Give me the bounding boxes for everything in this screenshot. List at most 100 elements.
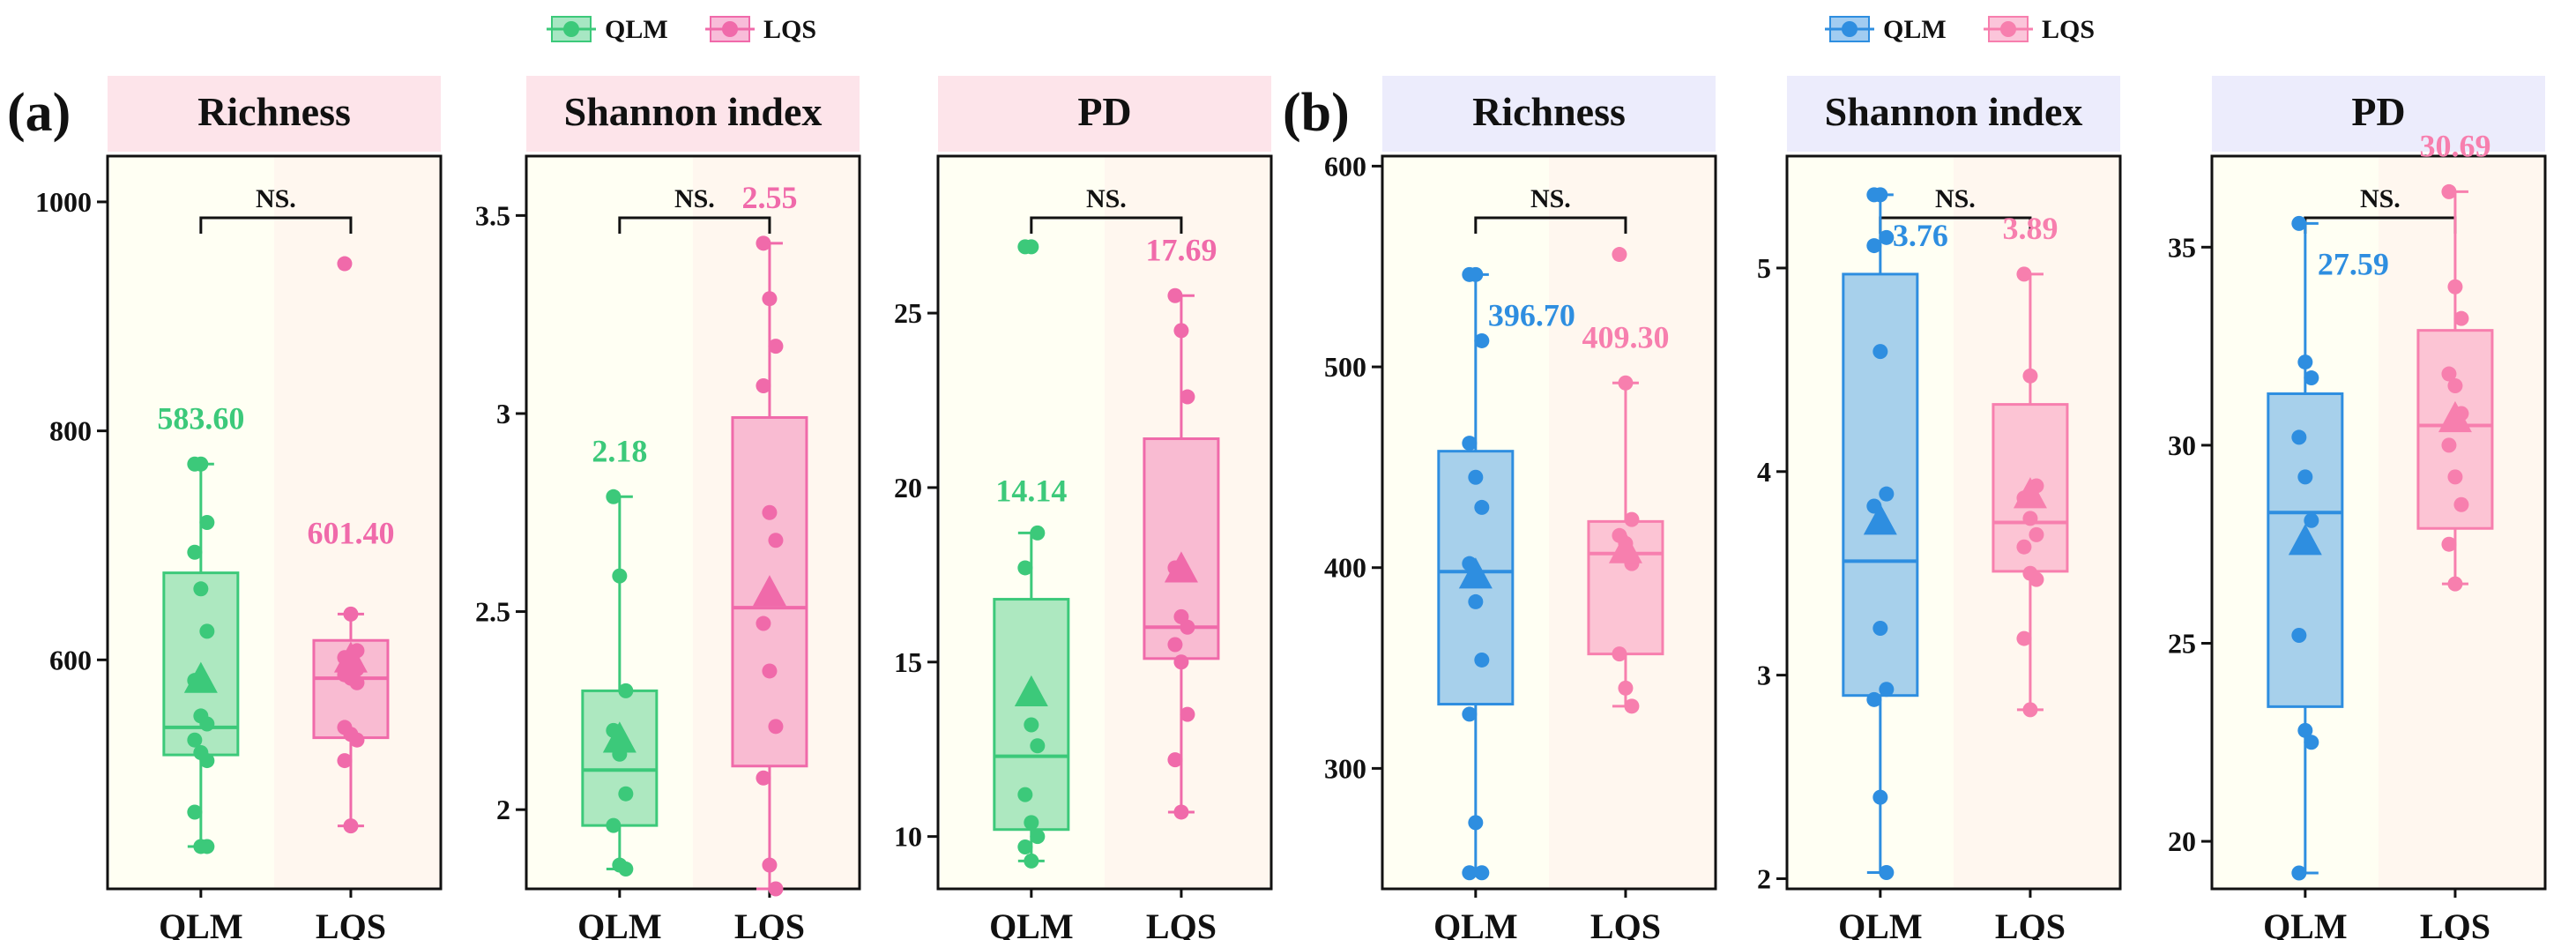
x-tick-label-LQS: LQS — [1995, 906, 2066, 940]
data-point — [2291, 215, 2307, 231]
legend-0: QLM LQS — [547, 15, 816, 44]
x-tick-label-QLM: QLM — [1433, 906, 1518, 940]
data-point — [2447, 378, 2463, 394]
data-point — [1462, 865, 1478, 881]
data-point — [1173, 323, 1189, 339]
panel-bg-left — [2212, 156, 2379, 889]
y-tick-label: 600 — [1324, 150, 1366, 182]
data-point — [1872, 187, 1888, 203]
data-point — [756, 615, 771, 631]
data-point — [762, 857, 778, 873]
data-point — [2447, 576, 2463, 592]
data-point — [2029, 571, 2044, 587]
mean-label: 17.69 — [1145, 232, 1217, 267]
legend-marker-LQS — [2000, 21, 2016, 37]
data-point — [2453, 496, 2469, 512]
mean-marker — [2288, 524, 2322, 556]
data-point — [2304, 512, 2319, 528]
panel-bg-left — [108, 156, 274, 889]
data-point — [343, 606, 359, 622]
y-tick-label: 800 — [49, 415, 92, 447]
data-point — [768, 339, 784, 354]
data-point — [1468, 266, 1484, 282]
series-QLM: 14.14 — [993, 239, 1070, 869]
panel-title: Richness — [1472, 89, 1626, 134]
data-point — [1618, 680, 1634, 696]
panel-bg-right — [274, 156, 441, 889]
data-point — [343, 818, 359, 834]
series-QLM: 583.60 — [157, 400, 244, 854]
mean-label: 3.76 — [1893, 218, 1948, 253]
x-tick-label-LQS: LQS — [316, 906, 386, 940]
mean-label: 27.59 — [2318, 246, 2389, 281]
data-point — [1879, 865, 1895, 881]
data-point — [187, 804, 203, 820]
data-point — [1017, 839, 1033, 855]
data-point — [1879, 682, 1895, 698]
mean-marker — [1014, 675, 1048, 706]
data-point — [1624, 511, 1640, 527]
data-point — [1167, 637, 1183, 653]
data-point — [1872, 789, 1888, 805]
data-point — [1612, 247, 1627, 263]
x-tick-label-LQS: LQS — [1146, 906, 1217, 940]
figure-label-1: (b) — [1283, 83, 1350, 143]
data-point — [2022, 702, 2038, 718]
significance-label: NS. — [1935, 184, 1976, 213]
mean-marker — [1458, 557, 1493, 589]
data-point — [1474, 499, 1490, 515]
series-LQS: 30.69 — [2416, 128, 2494, 592]
significance-bracket — [618, 216, 771, 234]
data-point — [2441, 536, 2457, 552]
mean-marker — [1164, 551, 1198, 583]
significance-bracket — [1030, 216, 1183, 234]
y-tick-label: 25 — [2168, 628, 2196, 660]
data-point — [1474, 865, 1490, 881]
data-point — [199, 839, 215, 854]
panel-header — [1382, 76, 1716, 152]
panel-frame — [1381, 154, 1717, 891]
data-point — [756, 770, 771, 786]
data-point — [199, 753, 215, 769]
data-point — [337, 256, 353, 272]
panel-frame — [936, 154, 1273, 891]
data-point — [193, 581, 209, 597]
data-point — [606, 489, 622, 504]
data-point — [1612, 646, 1627, 662]
x-tick-label-LQS: LQS — [1590, 906, 1661, 940]
series-QLM: 2.18 — [581, 433, 659, 877]
x-tick-label-QLM: QLM — [577, 906, 662, 940]
data-point — [762, 504, 778, 520]
legend-marker-LQS — [722, 21, 738, 37]
data-point — [2304, 370, 2319, 386]
panel-header — [2212, 76, 2545, 152]
data-point — [193, 456, 209, 472]
data-point — [349, 732, 365, 748]
y-tick-label: 300 — [1324, 752, 1366, 784]
panel-frame — [525, 154, 861, 891]
series-LQS: 2.55 — [731, 180, 808, 897]
data-point — [2304, 735, 2319, 750]
mean-marker — [752, 575, 786, 607]
x-tick-label-QLM: QLM — [1838, 906, 1923, 940]
data-point — [2441, 437, 2457, 453]
data-point — [1872, 344, 1888, 360]
data-point — [1474, 332, 1490, 348]
x-tick-label-LQS: LQS — [2420, 906, 2490, 940]
mean-marker — [1608, 532, 1642, 563]
mean-marker — [183, 661, 218, 693]
mean-label: 3.89 — [2002, 211, 2058, 246]
series-QLM: 396.70 — [1437, 266, 1575, 881]
data-point — [1024, 239, 1039, 255]
data-point — [2016, 266, 2032, 282]
y-tick-label: 500 — [1324, 351, 1366, 383]
panel-title: Shannon index — [564, 89, 823, 134]
significance-label: NS. — [674, 184, 715, 213]
significance-bracket — [199, 216, 353, 234]
panel-title: Richness — [197, 89, 351, 134]
panel-2: PD 10 15 20 25 QLM LQS NS. 14.14 17.69 — [894, 76, 1273, 940]
data-point — [1024, 853, 1039, 869]
series-LQS: 409.30 — [1582, 247, 1669, 714]
data-point — [1468, 593, 1484, 609]
data-point — [1167, 287, 1183, 303]
